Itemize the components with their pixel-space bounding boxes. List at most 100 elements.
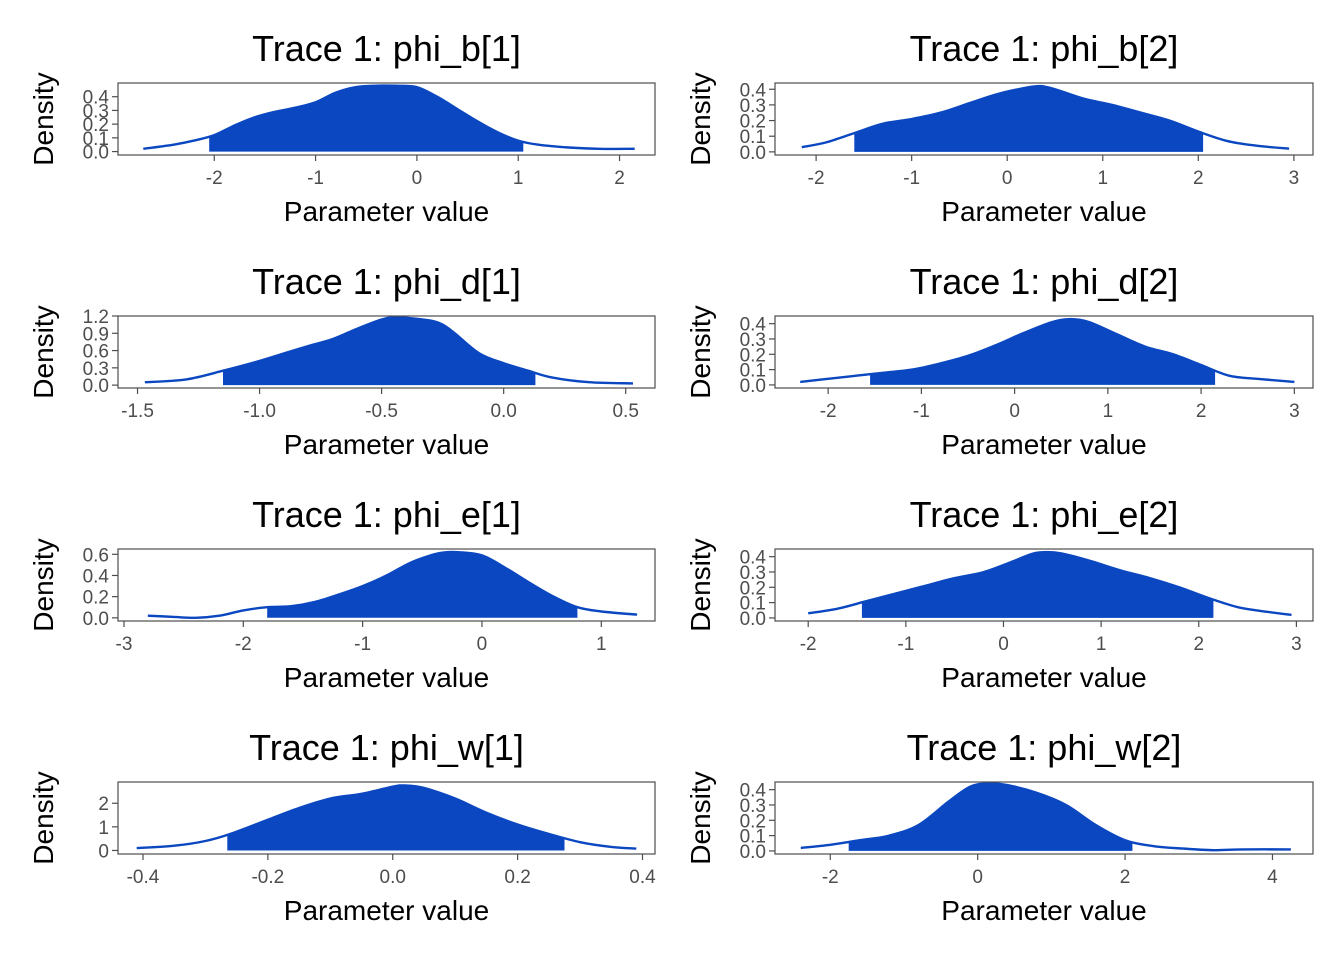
x-tick-label: -1.5	[121, 401, 154, 422]
x-tick-label: -0.2	[251, 867, 284, 888]
panel-title: Trace 1: phi_b[2]	[910, 28, 1179, 69]
x-tick-label: 1	[1097, 168, 1108, 189]
y-tick-label: 0.2	[740, 578, 766, 599]
y-tick-label: 0.0	[740, 143, 766, 164]
panel-border	[117, 548, 656, 622]
x-tick-label: 0.4	[629, 867, 656, 888]
x-tick-label: -1	[897, 634, 914, 655]
y-axis-label: Density	[685, 72, 716, 165]
density-line	[136, 784, 637, 850]
density-panel: Trace 1: phi_w[1] -0.4 -0.2 0.0 0.2 0.4 01 2 Par…	[28, 727, 656, 926]
y-axis-label: Density	[28, 771, 59, 864]
y-tick-label: 0.2	[740, 345, 766, 366]
x-tick-label: 1	[513, 168, 524, 189]
panel-title: Trace 1: phi_e[2]	[910, 494, 1179, 535]
density-panel: Trace 1: phi_e[2] -2 -1 0 1 2 3 0.00.10.20.30.4…	[685, 494, 1314, 693]
y-axis-label: Density	[685, 771, 716, 864]
panel-border	[117, 82, 656, 156]
y-tick-label: 0.1	[740, 594, 766, 615]
y-tick-label: 0.4	[740, 781, 767, 802]
x-tick-label: -1	[307, 168, 324, 189]
x-tick-label: 2	[1193, 168, 1204, 189]
x-tick-label: 0	[412, 168, 423, 189]
y-tick-label: 0.4	[83, 88, 110, 109]
y-tick-label: 0.3	[740, 96, 766, 117]
x-tick-label: -2	[206, 168, 223, 189]
density-panel: Trace 1: phi_w[2] -2 0 2 4 0.00.10.20.30.4 Par…	[685, 727, 1314, 926]
density-line	[800, 782, 1291, 852]
density-panel: Trace 1: phi_d[1]-1.5 -1.0 -0.5 0.0 0.50.00.…	[28, 261, 656, 460]
panel-title: Trace 1: phi_w[2]	[907, 727, 1182, 768]
y-axis-label: Density	[28, 72, 59, 165]
x-tick-label: 0	[1002, 168, 1013, 189]
y-tick-label: 0.1	[740, 827, 766, 848]
y-tick-label: 0	[98, 841, 109, 862]
y-tick-label: 0.3	[740, 563, 766, 584]
x-tick-label: 0	[998, 634, 1009, 655]
density-line	[801, 84, 1290, 150]
y-tick-label: 0.0	[83, 376, 109, 397]
y-tick-label: 0.2	[740, 112, 766, 133]
panel-border	[774, 315, 1314, 389]
panel-title: Trace 1: phi_e[1]	[252, 494, 521, 535]
credible-interval-area	[848, 783, 1133, 851]
y-tick-label: 2	[98, 794, 109, 815]
y-tick-label: 0.3	[740, 796, 766, 817]
x-tick-label: 0.5	[612, 401, 638, 422]
y-tick-label: 0.0	[740, 609, 766, 630]
panel-title: Trace 1: phi_d[1]	[252, 261, 521, 302]
x-tick-label: -1.0	[243, 401, 276, 422]
x-axis-label: Parameter value	[941, 662, 1146, 693]
x-tick-label: 2	[1120, 867, 1131, 888]
x-axis-label: Parameter value	[284, 662, 489, 693]
x-tick-label: 4	[1267, 867, 1278, 888]
credible-interval-area	[854, 86, 1204, 152]
x-tick-label: 0	[477, 634, 488, 655]
x-tick-label: -2	[235, 634, 252, 655]
x-tick-label: 2	[1196, 401, 1207, 422]
x-tick-label: 0	[972, 867, 983, 888]
density-line	[800, 317, 1295, 384]
credible-interval-area	[223, 317, 536, 386]
y-tick-label: 0.3	[83, 101, 109, 122]
y-axis-label: Density	[28, 538, 59, 631]
credible-interval-area	[861, 552, 1214, 618]
x-axis-label: Parameter value	[284, 429, 489, 460]
x-tick-label: 0.2	[504, 867, 530, 888]
density-panel: Trace 1: phi_d[2] -2 -1 0 1 2 3 0.00.10.20.30.4…	[685, 261, 1314, 460]
x-tick-label: 1	[1096, 634, 1107, 655]
x-tick-label: 3	[1289, 401, 1300, 422]
x-tick-label: -1	[354, 634, 371, 655]
density-line	[144, 315, 634, 385]
x-tick-label: -2	[822, 867, 839, 888]
y-axis-label: Density	[685, 305, 716, 398]
y-axis-label: Density	[28, 305, 59, 398]
y-tick-label: 0.4	[83, 566, 110, 587]
x-tick-label: -2	[808, 168, 825, 189]
x-axis-label: Parameter value	[941, 429, 1146, 460]
y-tick-label: 0.0	[83, 143, 109, 164]
panel-border	[117, 781, 656, 855]
density-line	[143, 84, 635, 151]
panel-title: Trace 1: phi_d[2]	[910, 261, 1179, 302]
x-axis-label: Parameter value	[941, 196, 1146, 227]
x-tick-label: -2	[800, 634, 817, 655]
x-tick-label: 2	[1193, 634, 1204, 655]
density-panel: Trace 1: phi_e[1] -3 -2 -1 0 1 0.00.20.40.6 Par…	[28, 494, 656, 693]
panel-border	[774, 781, 1314, 855]
x-tick-label: -1	[913, 401, 930, 422]
y-tick-label: 0.0	[740, 376, 766, 397]
density-panel: Trace 1: phi_b[2] -2 -1 0 1 2 3 0.00.10.20.30.4…	[685, 28, 1314, 227]
y-axis-label: Density	[685, 538, 716, 631]
y-tick-label: 0.2	[740, 811, 766, 832]
y-tick-label: 0.1	[740, 127, 766, 148]
x-tick-label: 3	[1289, 168, 1300, 189]
panel-title: Trace 1: phi_w[1]	[249, 727, 524, 768]
density-line	[147, 550, 638, 620]
y-tick-label: 0.3	[83, 359, 109, 380]
x-axis-label: Parameter value	[941, 895, 1146, 926]
x-tick-label: -2	[820, 401, 837, 422]
x-tick-label: 0	[1009, 401, 1020, 422]
x-tick-label: 3	[1291, 634, 1302, 655]
